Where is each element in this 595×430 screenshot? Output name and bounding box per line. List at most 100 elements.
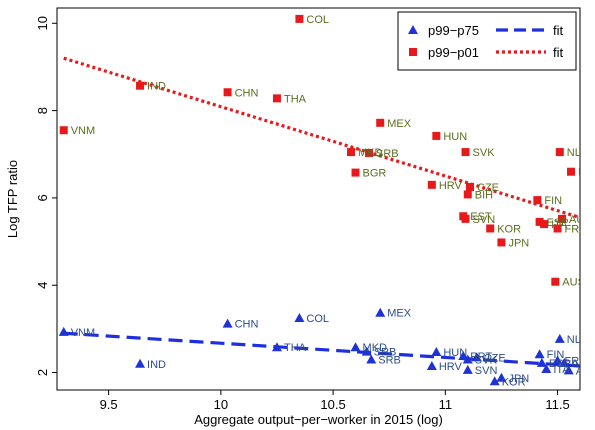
triangle-point: [135, 358, 146, 368]
point-label: NLD: [567, 334, 589, 346]
point-label: HUN: [443, 347, 467, 359]
point-label: COL: [306, 313, 329, 325]
point-label: SRB: [376, 148, 399, 160]
triangle-point: [563, 365, 574, 375]
point-label: DEU: [578, 167, 595, 179]
triangle-point: [458, 350, 469, 360]
triangle-point: [554, 333, 565, 343]
legend-triangle-icon: [408, 25, 418, 34]
legend-label: fit: [553, 23, 564, 38]
point-label: CZE: [477, 182, 499, 194]
square-point: [347, 148, 356, 157]
triangle-point: [541, 364, 552, 374]
square-point: [376, 118, 385, 127]
triangle-point: [489, 376, 500, 386]
point-label: SVK: [475, 354, 498, 366]
point-label: FRA: [565, 355, 588, 367]
point-label: KOR: [497, 223, 521, 235]
square-point: [365, 148, 374, 157]
square-point: [136, 81, 145, 90]
point-label: CHN: [235, 319, 259, 331]
fit-line: [63, 331, 580, 368]
point-label: HRV: [439, 180, 463, 192]
square-point: [535, 217, 544, 226]
triangle-point: [58, 326, 69, 336]
square-point: [463, 190, 472, 199]
x-tick-label: 10.5: [320, 397, 345, 412]
square-point: [272, 94, 281, 103]
square-point: [533, 196, 542, 205]
point-label: EST: [470, 211, 492, 223]
y-tick-label: 10: [35, 16, 50, 30]
point-label: SVN: [473, 214, 496, 226]
point-label: FRA: [565, 223, 588, 235]
point-label: AUS: [576, 365, 595, 377]
legend-label: p99−p75: [428, 23, 479, 38]
y-axis-label: Log TFP ratio: [5, 160, 20, 238]
point-label: KOR: [502, 376, 526, 388]
square-point: [351, 168, 360, 177]
point-label: THA: [284, 342, 307, 354]
point-label: ESP: [547, 217, 569, 229]
square-point: [551, 277, 560, 286]
point-label: BGR: [363, 168, 387, 180]
triangle-point: [375, 307, 386, 317]
triangle-point: [361, 346, 372, 356]
square-point: [497, 238, 506, 247]
point-label: AUT: [571, 358, 593, 370]
triangle-point: [431, 347, 442, 357]
legend-square-icon: [409, 48, 417, 56]
point-label: JPN: [508, 237, 529, 249]
x-tick-label: 10: [214, 397, 228, 412]
point-label: VNM: [71, 125, 95, 137]
triangle-point: [426, 360, 437, 370]
square-point: [555, 148, 564, 157]
point-label: BIH: [475, 189, 493, 201]
point-label: ITA: [553, 364, 570, 376]
triangle-point: [350, 342, 361, 352]
square-point: [432, 131, 441, 140]
point-label: HRV: [439, 361, 463, 373]
data-points: [58, 14, 576, 386]
square-point: [295, 14, 304, 23]
triangle-point: [496, 372, 507, 382]
square-point: [486, 224, 495, 233]
triangle-point: [462, 364, 473, 374]
legend: p99−p75 fit p99−p01 fit: [397, 11, 577, 71]
point-label: NLD: [567, 147, 589, 159]
x-axis: 9.5 10 10.5 11 11.5: [100, 390, 570, 412]
plot-frame: [56, 7, 581, 391]
point-label: VNM: [71, 327, 95, 339]
y-tick-label: 6: [35, 194, 50, 201]
square-point: [466, 182, 475, 191]
fit-line: [63, 56, 580, 220]
triangle-point: [552, 355, 563, 365]
point-label: HUN: [443, 131, 467, 143]
triangle-point: [471, 352, 482, 362]
square-point: [553, 224, 562, 233]
point-label: CZE: [484, 352, 506, 364]
triangle-point: [271, 342, 282, 352]
point-label: PRT: [470, 351, 492, 363]
square-point: [59, 126, 68, 135]
legend-label: p99−p01: [428, 45, 479, 60]
point-label: MKD: [358, 147, 383, 159]
triangle-point: [366, 354, 377, 364]
point-label: IND: [147, 81, 166, 93]
point-label: ESP: [549, 358, 571, 370]
point-label: THA: [284, 93, 307, 105]
point-label: JPN: [508, 373, 529, 385]
point-label: CHN: [235, 87, 259, 99]
triangle-point: [559, 357, 570, 367]
point-label: FIN: [547, 349, 565, 361]
point-label: SRB: [378, 354, 401, 366]
point-label: AUS: [562, 277, 585, 289]
point-label: IND: [147, 359, 166, 371]
square-point: [461, 214, 470, 223]
point-label: SRB: [374, 347, 397, 359]
point-label: AUT: [569, 214, 591, 226]
x-axis-label: Aggregate output−per−worker in 2015 (log…: [194, 412, 443, 427]
point-label: MEX: [387, 308, 412, 320]
triangle-point: [294, 312, 305, 322]
